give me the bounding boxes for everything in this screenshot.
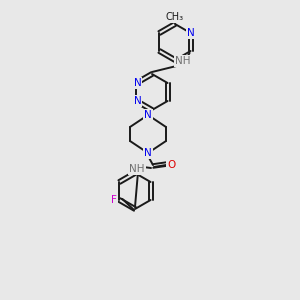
Text: NH: NH xyxy=(175,56,190,66)
Text: N: N xyxy=(144,148,152,158)
Text: N: N xyxy=(134,78,141,88)
Text: F: F xyxy=(112,195,117,205)
Text: O: O xyxy=(167,160,175,170)
Text: NH: NH xyxy=(129,164,145,174)
Text: N: N xyxy=(134,96,141,106)
Text: CH₃: CH₃ xyxy=(166,12,184,22)
Text: N: N xyxy=(187,28,194,38)
Text: N: N xyxy=(144,110,152,120)
